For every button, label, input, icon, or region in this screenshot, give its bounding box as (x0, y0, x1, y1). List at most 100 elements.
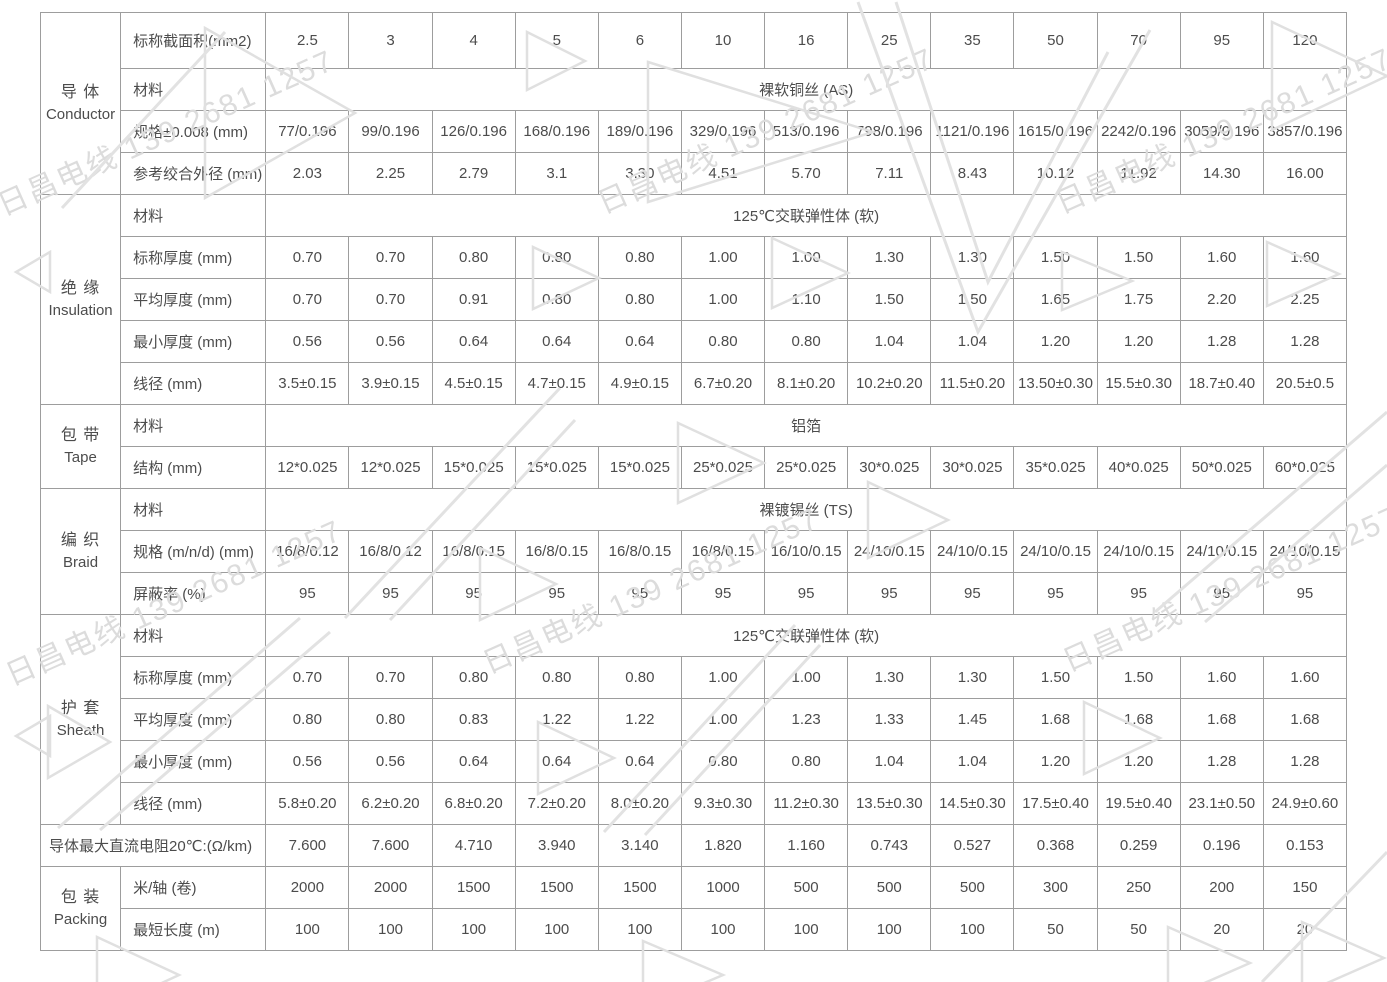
spec-value: 20 (1179, 908, 1264, 951)
spec-row: 线径 (mm) 3.5±0.15 3.9±0.15 4.5±0.15 4.7±0.15 4… (41, 362, 1348, 405)
row-label: 参考绞合外径 (mm) (120, 152, 267, 195)
spec-value: 14.5±0.30 (930, 782, 1015, 825)
column-header: 95 (1179, 12, 1264, 69)
spec-value: 0.80 (597, 236, 682, 279)
spec-value: 3857/0.196 (1262, 110, 1348, 153)
spec-value: 24.9±0.60 (1262, 782, 1348, 825)
row-label: 最短长度 (m) (120, 908, 267, 951)
spec-value: 100 (348, 908, 433, 951)
material-value: 125℃交联弹性体 (软) (265, 614, 1347, 657)
row-label: 标称截面积(mm2) (120, 12, 267, 69)
spec-value: 0.80 (680, 740, 766, 783)
spec-value: 100 (514, 908, 599, 951)
spec-value: 1000 (680, 866, 766, 909)
spec-value: 1.28 (1179, 320, 1264, 363)
spec-value: 6.8±0.20 (431, 782, 516, 825)
spec-value: 1500 (597, 866, 682, 909)
spec-value: 1.22 (597, 698, 682, 741)
column-header: 25 (847, 12, 932, 69)
spec-value: 0.153 (1262, 824, 1348, 867)
spec-row: 参考绞合外径 (mm) 2.03 2.25 2.79 3.1 3.30 4.51 5.70 7.… (41, 152, 1348, 195)
spec-value: 1.28 (1262, 740, 1348, 783)
spec-value: 3.9±0.15 (348, 362, 433, 405)
spec-value: 3.30 (597, 152, 682, 195)
spec-value: 16/8/0.12 (348, 530, 433, 573)
group-label-zh: 绝 缘 (60, 279, 101, 297)
group-label-en: Packing (53, 911, 108, 929)
spec-value: 77/0.196 (265, 110, 350, 153)
spec-value: 24/10/0.15 (1013, 530, 1098, 573)
spec-value: 50 (1096, 908, 1181, 951)
spec-value: 1.00 (680, 656, 766, 699)
spec-value: 1.50 (1013, 656, 1098, 699)
group-label-en: Tape (64, 449, 97, 467)
spec-value: 0.64 (514, 320, 599, 363)
spec-value: 24/10/0.15 (847, 530, 932, 573)
spec-value: 95 (1013, 572, 1098, 615)
row-label: 线径 (mm) (120, 782, 267, 825)
column-header: 5 (514, 12, 599, 69)
spec-value: 1.30 (930, 236, 1015, 279)
spec-value: 0.80 (431, 656, 516, 699)
column-header: 16 (764, 12, 849, 69)
spec-value: 0.64 (514, 740, 599, 783)
spec-row: 线径 (mm) 5.8±0.20 6.2±0.20 6.8±0.20 7.2±0.20 8… (41, 782, 1348, 825)
spec-value: 95 (514, 572, 599, 615)
spec-value: 2000 (348, 866, 433, 909)
spec-value: 25*0.025 (680, 446, 766, 489)
spec-value: 95 (597, 572, 682, 615)
spec-value: 2.25 (1262, 278, 1348, 321)
spec-value: 1.00 (680, 236, 766, 279)
spec-value: 1.23 (764, 698, 849, 741)
spec-value: 1121/0.196 (930, 110, 1015, 153)
spec-value: 1.22 (514, 698, 599, 741)
spec-value: 0.368 (1013, 824, 1098, 867)
spec-value: 95 (847, 572, 932, 615)
spec-value: 95 (1262, 572, 1348, 615)
spec-value: 0.70 (265, 656, 350, 699)
spec-value: 100 (680, 908, 766, 951)
row-label: 平均厚度 (mm) (120, 698, 267, 741)
spec-value: 100 (597, 908, 682, 951)
spec-value: 1.68 (1096, 698, 1181, 741)
spec-value: 1.33 (847, 698, 932, 741)
cable-spec-table: 导 体 Conductor 标称截面积(mm2) 2.5 3 4 5 6 10 16 25 35 50 7… (39, 12, 1348, 951)
spec-value: 9.3±0.30 (680, 782, 766, 825)
spec-value: 0.56 (265, 320, 350, 363)
spec-value: 0.64 (597, 320, 682, 363)
spec-value: 50*0.025 (1179, 446, 1264, 489)
spec-value: 250 (1096, 866, 1181, 909)
spec-value: 1500 (514, 866, 599, 909)
spec-value: 798/0.196 (847, 110, 932, 153)
spec-value: 0.80 (597, 656, 682, 699)
spec-value: 4.9±0.15 (597, 362, 682, 405)
material-value: 125℃交联弹性体 (软) (265, 194, 1347, 237)
spec-value: 30*0.025 (847, 446, 932, 489)
spec-value: 1.28 (1262, 320, 1348, 363)
spec-value: 1.30 (847, 236, 932, 279)
row-label: 结构 (mm) (120, 446, 267, 489)
spec-value: 16.00 (1262, 152, 1348, 195)
spec-value: 95 (930, 572, 1015, 615)
spec-value: 0.80 (514, 278, 599, 321)
group-label-en: Sheath (56, 722, 105, 740)
material-value: 铝箔 (265, 404, 1347, 447)
spec-value: 0.80 (514, 656, 599, 699)
row-label: 平均厚度 (mm) (120, 278, 267, 321)
spec-value: 0.80 (514, 236, 599, 279)
spec-value: 13.50±0.30 (1013, 362, 1098, 405)
spec-value: 24/10/0.15 (1179, 530, 1264, 573)
spec-value: 6.2±0.20 (348, 782, 433, 825)
column-header: 2.5 (265, 12, 350, 69)
group-label-en: Insulation (48, 302, 113, 320)
spec-value: 0.70 (348, 278, 433, 321)
spec-value: 16/8/0.15 (514, 530, 599, 573)
spec-row: 导体最大直流电阻20℃:(Ω/km) 7.600 7.600 4.710 3.940 3.… (39, 824, 1348, 867)
spec-value: 1.68 (1179, 698, 1264, 741)
spec-value: 1.160 (764, 824, 849, 867)
spec-value: 189/0.196 (597, 110, 682, 153)
spec-value: 95 (348, 572, 433, 615)
spec-value: 2.25 (348, 152, 433, 195)
spec-value: 24/10/0.15 (930, 530, 1015, 573)
